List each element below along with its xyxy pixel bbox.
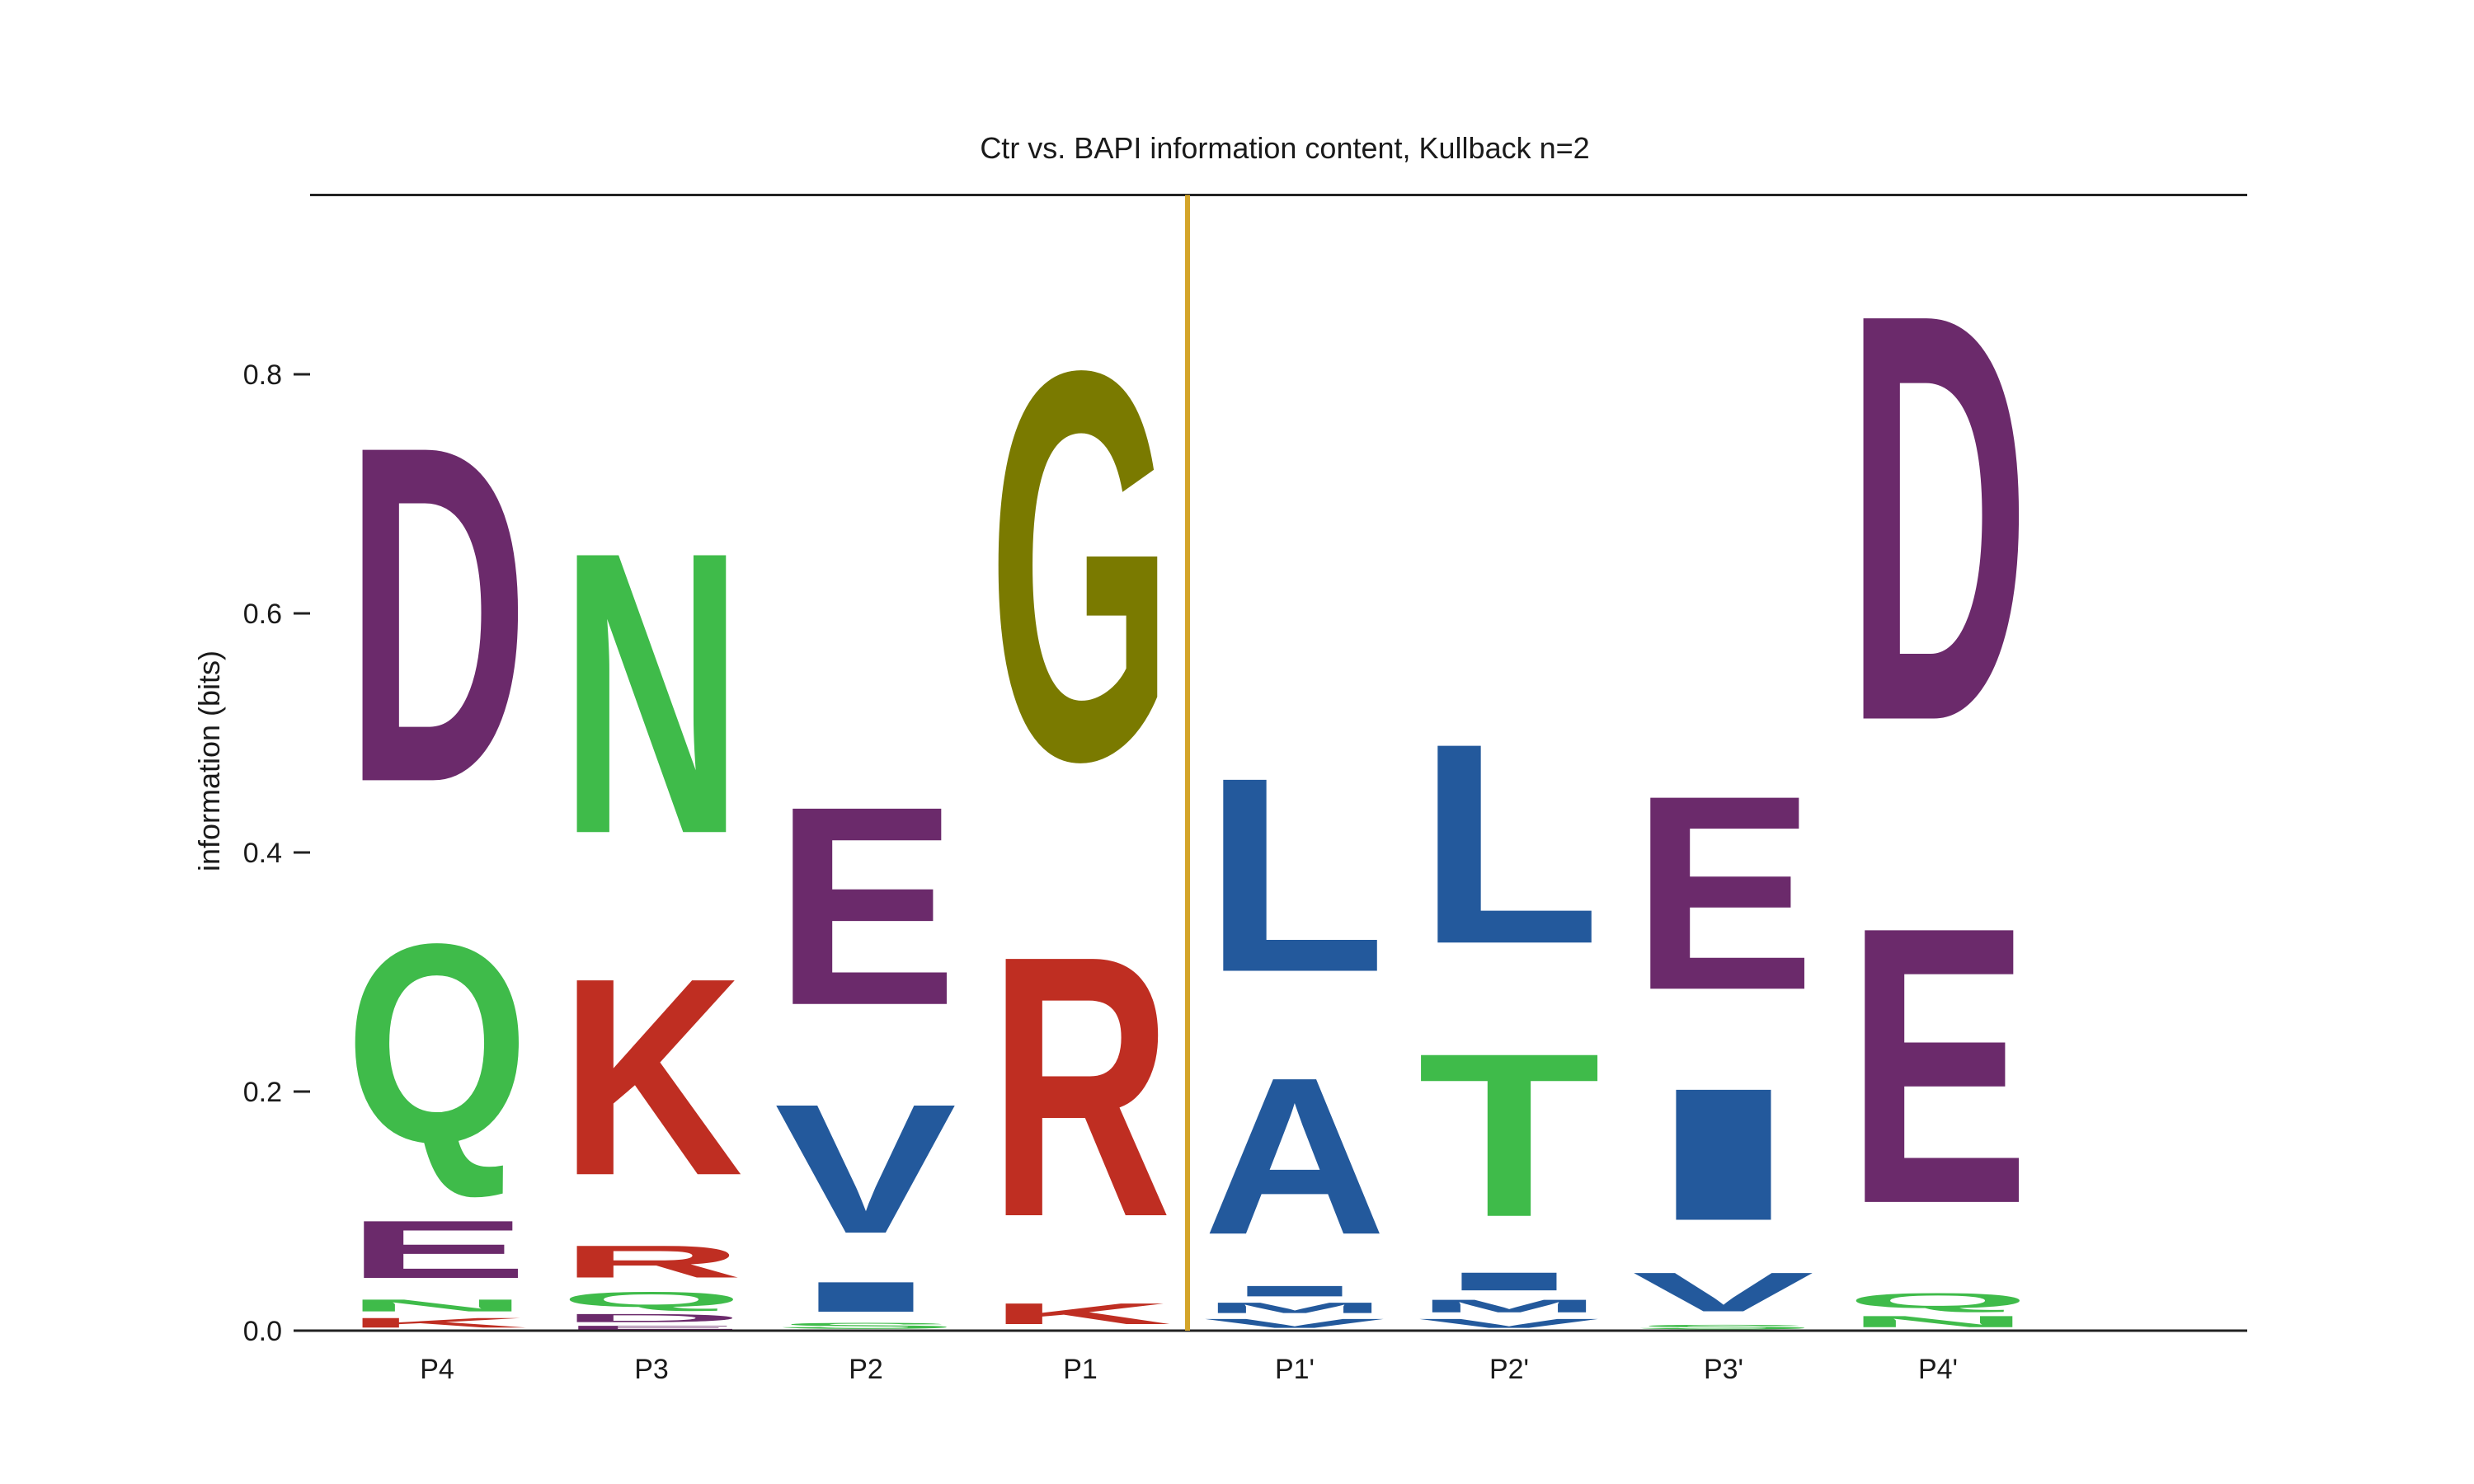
logo-letter-g: G [989,256,1172,876]
y-axis-label: information (bits) [192,650,226,871]
chart-title: Ctr vs. BAPI information content, Kullba… [980,131,1589,165]
y-tick-label: 0.2 [243,1077,282,1108]
logo-letter-e: E [774,747,957,1064]
logo-letter-i: I [1418,1267,1601,1296]
y-tick-label: 0.0 [243,1316,282,1347]
logo-letter-e: E [560,1325,743,1331]
x-tick-label: P2' [1489,1354,1529,1385]
x-tick-label: P4 [420,1354,454,1385]
logo-letter-q: Q [560,1288,743,1312]
logo-letter-r: R [560,1236,743,1287]
x-tick-label: P3 [634,1354,669,1385]
logo-letter-k: K [346,1315,529,1331]
x-tick-label: P1 [1063,1354,1098,1385]
logo-letter-k: K [560,919,743,1234]
logo-letter-q: Q [1846,1289,2030,1313]
logo-letter-l: L [1203,721,1386,1031]
logo-letter-d: D [560,1312,743,1325]
logo-letter-v: V [774,1065,958,1271]
logo-letter-v: V [1203,1317,1385,1331]
plot-area: 0.00.20.40.60.8KNEQDP4EDQRKNP3SIVEP2KRGP… [243,193,2247,1385]
y-tick-label: 0.4 [243,838,282,869]
logo-letter-m: M [1203,1299,1386,1316]
x-tick-label: P1' [1275,1354,1315,1385]
logo-letter-d: D [346,345,529,883]
logo-letter-n: N [560,469,743,918]
logo-letter-n: N [1846,1313,2030,1331]
logo-letter-t: T [1418,1005,1601,1266]
logo-letter-a: A [1203,1031,1386,1282]
logo-letter-i: I [1203,1283,1386,1299]
logo-letter-r: R [989,878,1172,1294]
y-tick-label: 0.6 [243,599,282,630]
logo-letter-n: N [346,1296,529,1315]
logo-letter-v: V [1632,1261,1814,1323]
logo-letter-s: S [774,1321,957,1331]
logo-letter-i: I [774,1273,957,1321]
x-tick-label: P2 [849,1354,883,1385]
logo-letter-s: S [1632,1323,1815,1331]
logo-letter-v: V [1418,1317,1600,1331]
x-tick-label: P4' [1918,1354,1958,1385]
y-tick-label: 0.8 [243,359,282,391]
logo-letter-e: E [1846,846,2030,1286]
logo-letter-q: Q [346,885,529,1202]
logo-letter-k: K [989,1297,1172,1330]
logo-letter-d: D [1846,193,2030,843]
logo-letter-e: E [346,1204,529,1295]
logo-letter-e: E [1632,737,1815,1047]
logo-letter-i: I [1632,1049,1815,1260]
x-tick-label: P3' [1704,1354,1743,1385]
logo-letter-m: M [1418,1296,1601,1317]
logo-letter-l: L [1418,684,1601,1004]
